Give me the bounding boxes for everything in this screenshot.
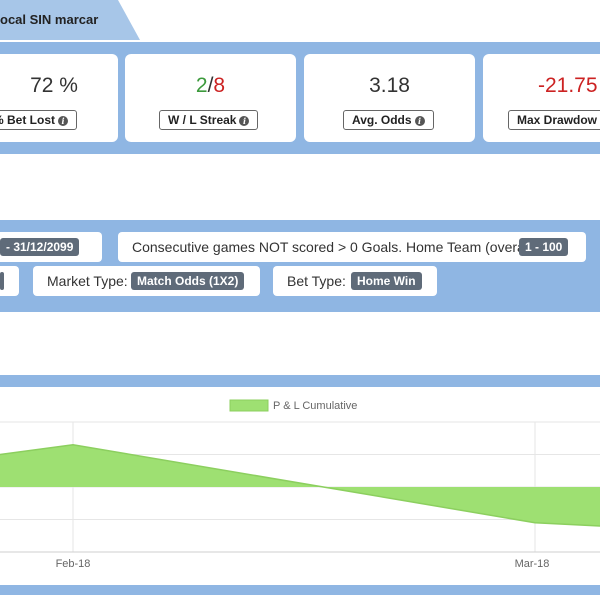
- series-area-pnl-cumulative: [0, 444, 600, 526]
- wl-streak-label[interactable]: W / L Streak i: [159, 110, 259, 130]
- x-tick-label: Mar-18: [515, 558, 550, 570]
- max-drawdown-value: -21.75: [538, 74, 600, 98]
- market-type-filter[interactable]: Market Type: Match Odds (1X2): [33, 266, 260, 296]
- max-drawdown-number: -21.75: [538, 74, 598, 97]
- legend-swatch: [229, 399, 269, 412]
- streak-separator: /: [207, 74, 214, 97]
- title-tab: [0, 0, 140, 40]
- chart-container: P & L Cumulative Feb-18 Mar-18: [0, 387, 600, 585]
- consecutive-filter-value: 1 - 100: [519, 238, 569, 256]
- legend-label: P & L Cumulative: [273, 400, 357, 412]
- market-type-value: Match Odds (1X2): [131, 272, 245, 290]
- info-icon[interactable]: i: [58, 116, 69, 126]
- filter-chip-partial[interactable]: [0, 266, 19, 296]
- stat-card-max-drawdown: -21.75 Max Drawdow: [483, 54, 600, 142]
- bet-lost-value: 72 %: [30, 74, 78, 97]
- stat-card-avg-odds: 3.18 Avg. Odds i: [304, 54, 475, 142]
- series-line-pnl-cumulative: [0, 443, 600, 527]
- x-axis-ticks: Feb-18 Mar-18: [56, 558, 550, 570]
- info-icon[interactable]: i: [414, 116, 425, 126]
- avg-odds-label[interactable]: Avg. Odds i: [343, 110, 434, 130]
- avg-odds-value: 3.18: [369, 74, 410, 97]
- wl-streak-value: 2/8: [125, 74, 296, 98]
- avg-odds-label-text: Avg. Odds: [352, 113, 412, 127]
- date-range-filter[interactable]: - 31/12/2099: [0, 232, 102, 262]
- filters-panel: - 31/12/2099 Consecutive games NOT score…: [0, 220, 600, 312]
- stat-card-wl-streak: 2/8 W / L Streak i: [125, 54, 296, 142]
- x-tick-label: Feb-18: [56, 558, 91, 570]
- chart-legend: P & L Cumulative: [229, 399, 357, 412]
- chart-plot: [0, 443, 600, 527]
- bet-lost-label-text: % Bet Lost: [0, 113, 56, 127]
- consecutive-filter[interactable]: Consecutive games NOT scored > 0 Goals. …: [118, 232, 586, 262]
- filter-chip-partial-tag: [0, 272, 4, 290]
- wl-streak-label-text: W / L Streak: [168, 113, 237, 127]
- consecutive-filter-label: Consecutive games NOT scored > 0 Goals. …: [132, 239, 540, 255]
- market-type-label: Market Type:: [47, 273, 128, 289]
- bet-type-label: Bet Type:: [287, 273, 346, 289]
- page-title: ocal SIN marcar: [0, 12, 99, 27]
- streak-loss-value: 8: [213, 74, 226, 97]
- streak-win-value: 2: [195, 74, 208, 97]
- bet-type-value: Home Win: [351, 272, 422, 290]
- bet-type-filter[interactable]: Bet Type: Home Win: [273, 266, 437, 296]
- info-icon[interactable]: i: [239, 116, 250, 126]
- date-range-tag: - 31/12/2099: [0, 238, 80, 256]
- pnl-chart: P & L Cumulative Feb-18 Mar-18: [0, 399, 600, 570]
- chart-panel: P & L Cumulative Feb-18 Mar-18: [0, 375, 600, 595]
- max-drawdown-label[interactable]: Max Drawdow: [508, 110, 600, 130]
- max-drawdown-label-text: Max Drawdow: [517, 113, 598, 127]
